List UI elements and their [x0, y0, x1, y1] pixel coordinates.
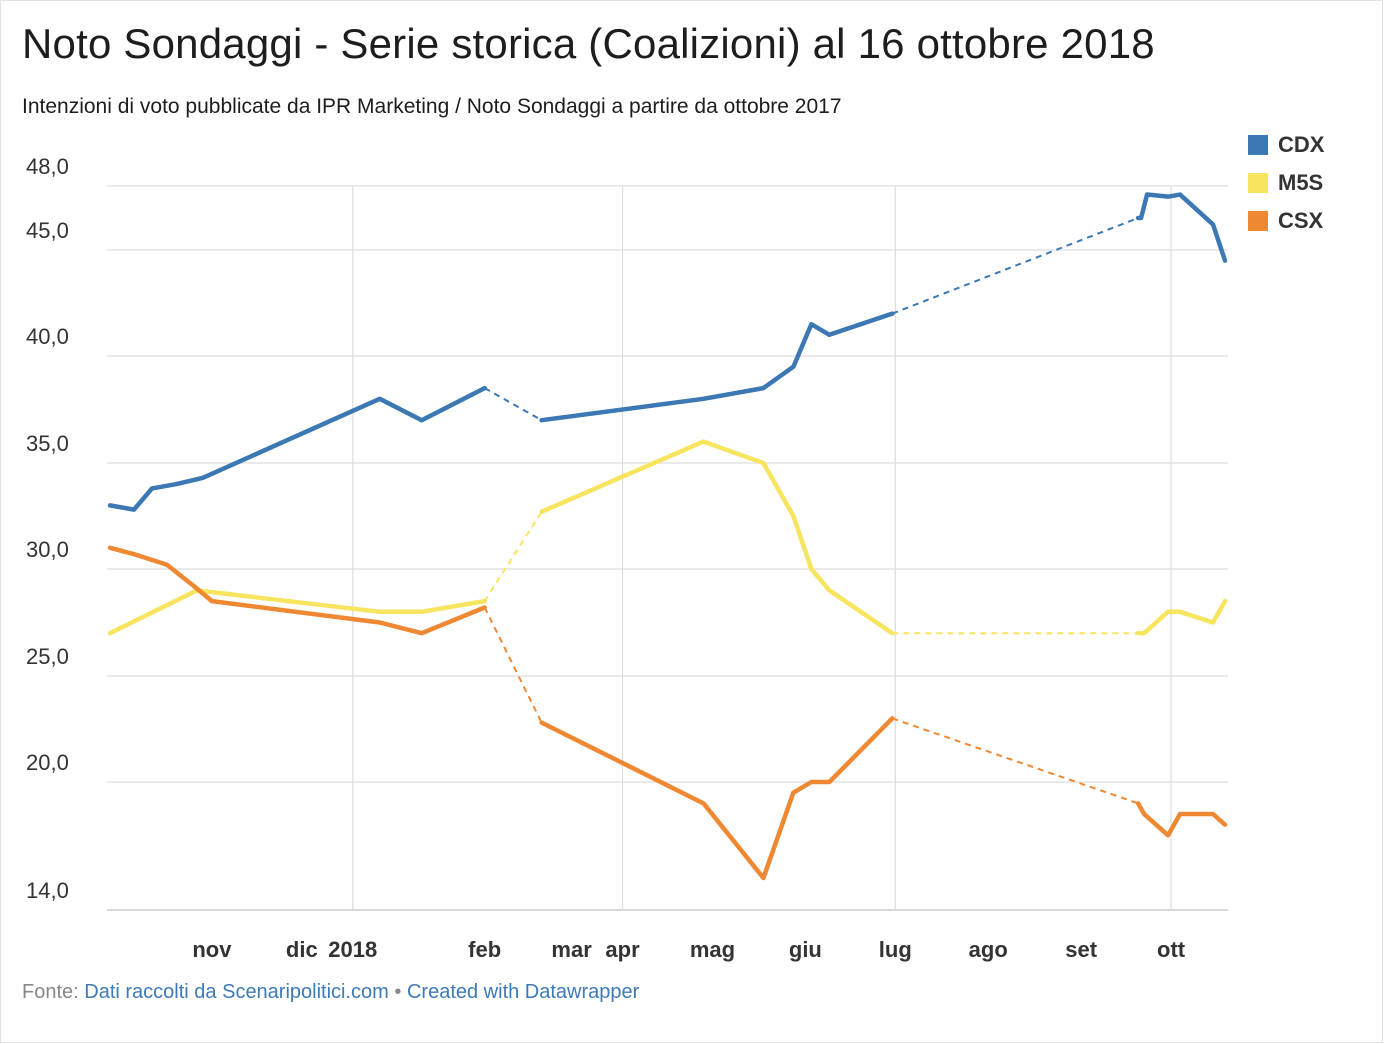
x-tick-label: dic [286, 937, 318, 962]
series-gap-csx [483, 607, 543, 724]
source-separator: • [394, 981, 402, 1003]
series-line-m5s [539, 439, 895, 636]
legend-label-m5s: M5S [1278, 170, 1324, 195]
x-tick-label: giu [789, 937, 822, 962]
x-tick-label: nov [192, 937, 232, 962]
grid-lines [107, 185, 1228, 911]
x-tick-label: apr [605, 937, 640, 962]
x-tick-label: ott [1157, 937, 1186, 962]
x-tick-label: ago [969, 937, 1008, 962]
x-tick-label: mar [551, 937, 592, 962]
x-tick-label: 2018 [328, 937, 377, 962]
legend-item-csx[interactable]: CSX [1248, 202, 1324, 240]
source-prefix: Fonte: [22, 981, 79, 1003]
y-tick-label: 25,0 [26, 644, 69, 669]
series-gap-cdx [484, 387, 543, 422]
series-gap-m5s [483, 511, 543, 602]
series-line-cdx [539, 311, 895, 423]
y-tick-label: 30,0 [26, 537, 69, 562]
y-tick-label: 35,0 [26, 431, 69, 456]
x-tick-label: set [1065, 937, 1097, 962]
series-line-cdx [1135, 192, 1228, 263]
y-tick-label: 45,0 [26, 218, 69, 243]
y-axis-labels: 14,0 20,0 25,0 30,0 35,0 40,0 45,0 48,0 [26, 154, 69, 903]
legend-swatch-m5s [1248, 173, 1268, 193]
legend: CDX M5S CSX [1248, 126, 1324, 240]
legend-label-cdx: CDX [1278, 132, 1325, 157]
y-tick-label: 14,0 [26, 878, 69, 903]
series-line-csx [539, 716, 895, 881]
datawrapper-credit-link[interactable]: Created with Datawrapper [406, 981, 640, 1003]
chart-subtitle: Intenzioni di voto pubblicate da IPR Mar… [22, 95, 842, 118]
series-line-csx [1135, 801, 1228, 838]
x-tick-label: feb [468, 937, 501, 962]
source-link[interactable]: Dati raccolti da Scenaripolitici.com [84, 981, 389, 1003]
x-axis-labels: nov dic 2018 feb mar apr mag giu lug ago set ott [192, 937, 1185, 962]
legend-item-cdx[interactable]: CDX [1248, 126, 1324, 164]
x-tick-label: mag [690, 937, 735, 962]
series-gap-cdx [891, 217, 1139, 315]
series-line-cdx [107, 385, 487, 512]
source-line: Fonte: Dati raccolti da Scenaripolitici.… [22, 981, 639, 1004]
y-tick-label: 48,0 [26, 154, 69, 179]
legend-swatch-csx [1248, 211, 1268, 231]
series-line-m5s [1135, 598, 1228, 636]
series-lines [107, 192, 1228, 881]
series-line-csx [107, 545, 487, 636]
series-line-m5s [107, 588, 487, 636]
series-gap-csx [891, 717, 1139, 805]
chart-title: Noto Sondaggi - Serie storica (Coalizion… [22, 20, 1155, 67]
legend-swatch-cdx [1248, 135, 1268, 155]
x-tick-label: lug [879, 937, 912, 962]
legend-label-csx: CSX [1278, 208, 1324, 233]
y-tick-label: 20,0 [26, 750, 69, 775]
legend-item-m5s[interactable]: M5S [1248, 164, 1324, 202]
y-tick-label: 40,0 [26, 324, 69, 349]
